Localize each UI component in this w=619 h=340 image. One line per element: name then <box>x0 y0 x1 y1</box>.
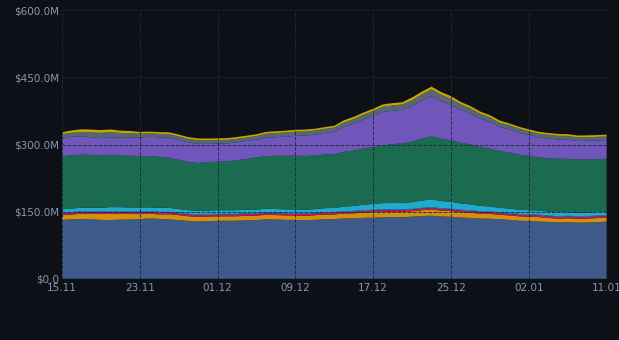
Legend: USDC, USDT, UNI, LINK, DAI, ETH, BTC, FRAX, MIM: USDC, USDT, UNI, LINK, DAI, ETH, BTC, FR… <box>126 338 543 340</box>
